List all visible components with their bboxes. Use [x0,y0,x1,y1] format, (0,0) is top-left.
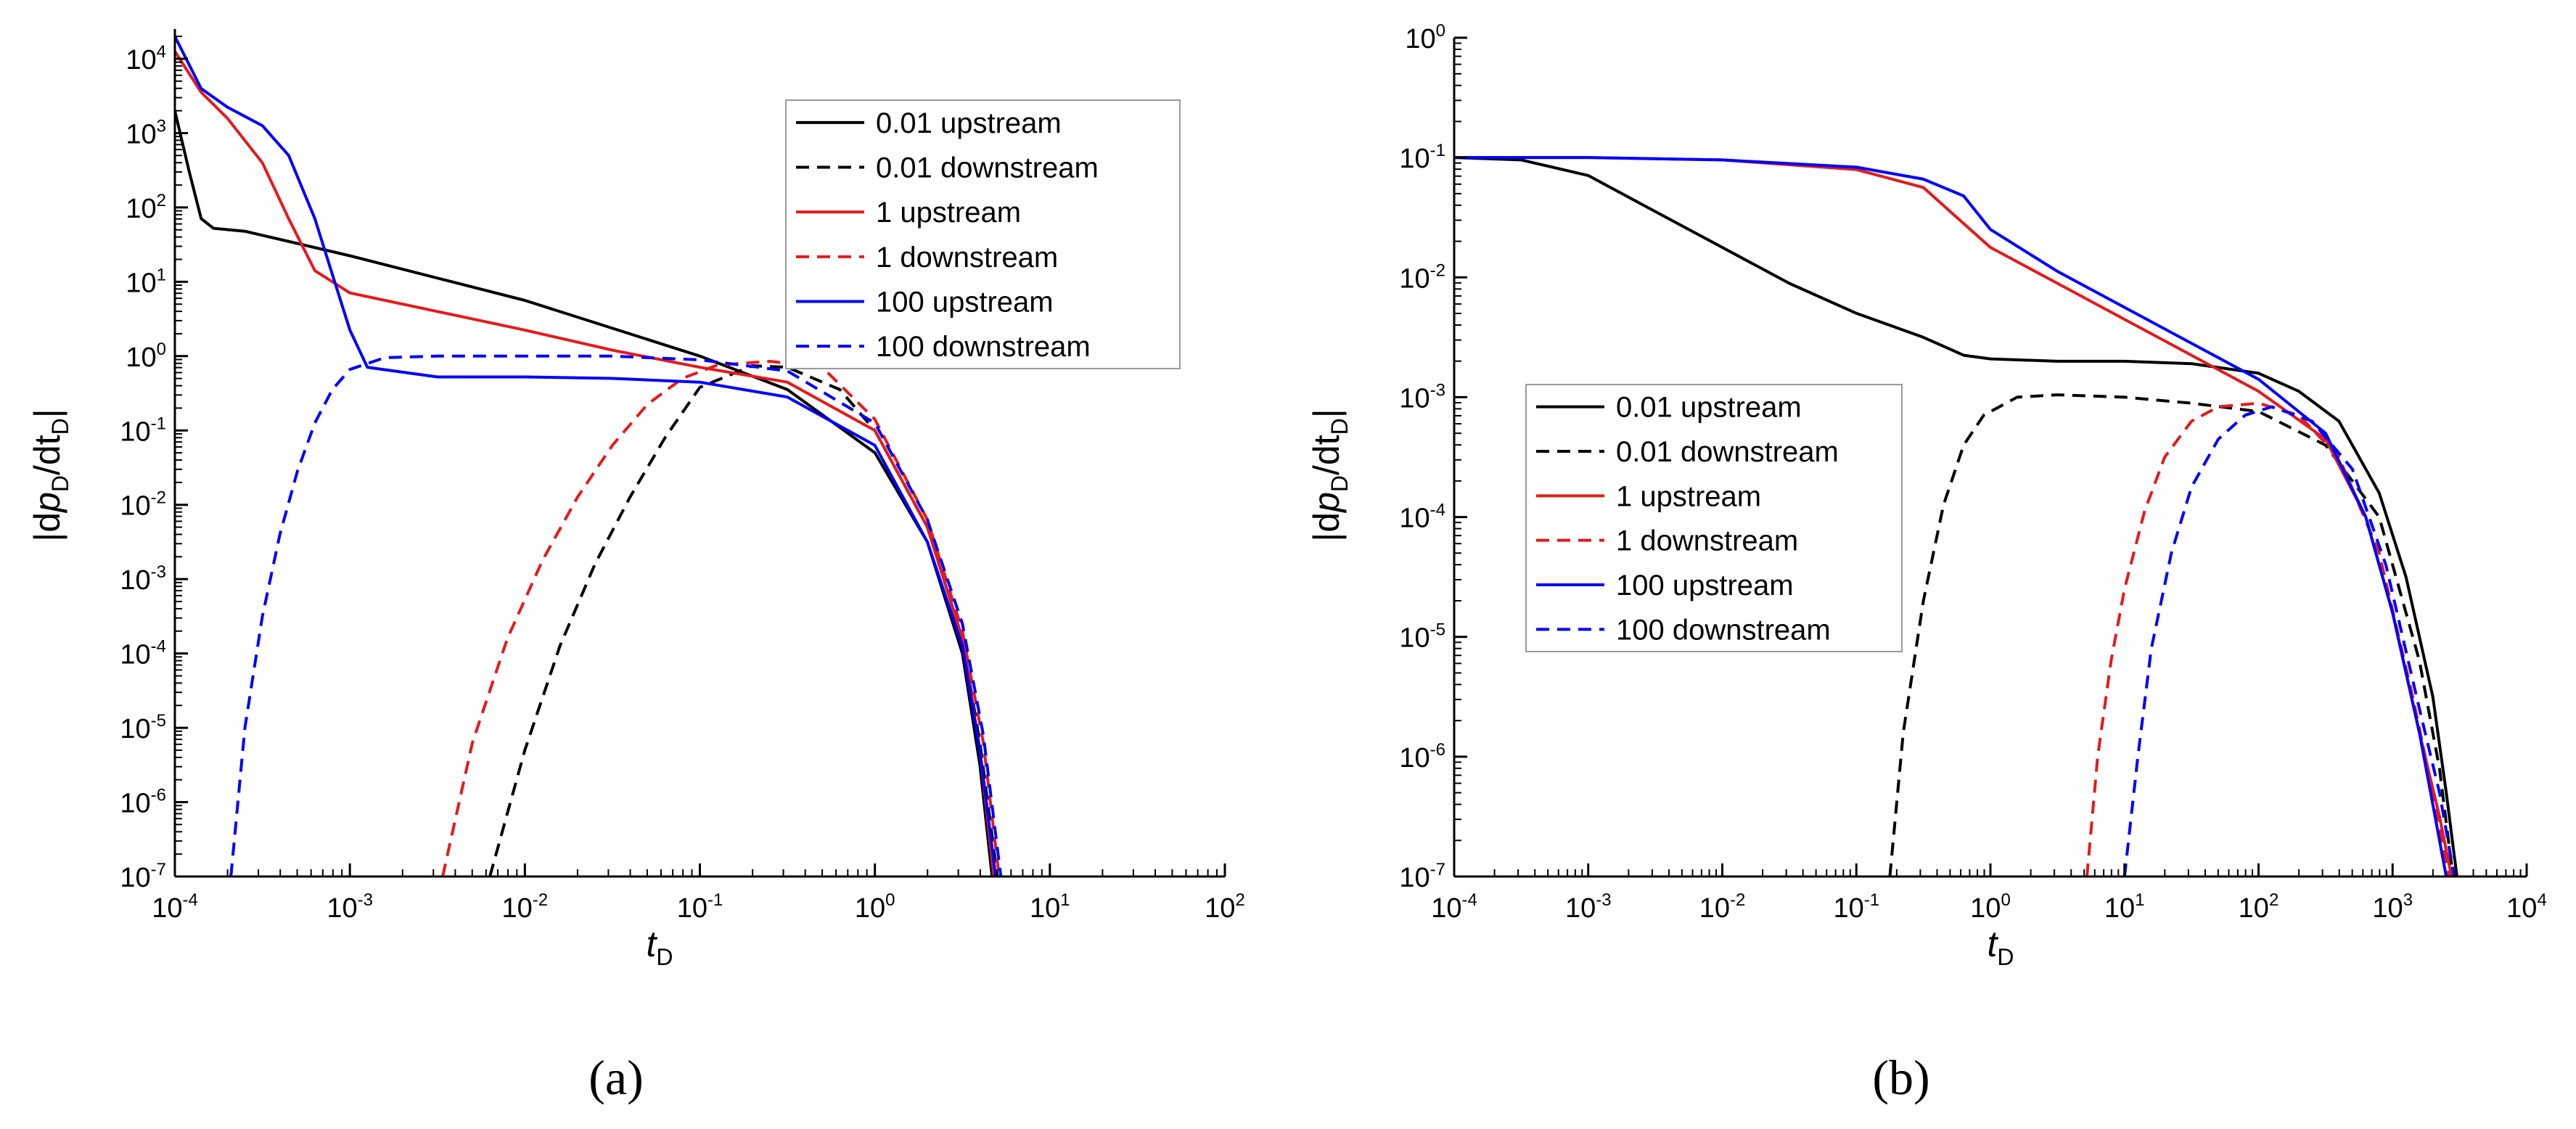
panel-a-x-tick-label: 10-3 [327,890,373,924]
panel-b-y-tick-label: 10-2 [1399,260,1445,294]
panel-a-x-tick-label: 102 [1205,890,1245,924]
panel-b-legend: 0.01 upstream 0.01 downstream 1 upstream 1 … [1525,384,1903,652]
panel-a-legend-box [785,99,1181,369]
panel-a-y-tick-label: 103 [126,116,166,149]
panel-a-series-100-upstream [175,36,998,876]
panel-a-y-tick-label: 10-2 [120,488,166,522]
panel-b-y-tick-label: 10-6 [1399,740,1445,773]
panel-a-label: (a) [588,1050,643,1105]
panel-b-series-100-upstream [1454,156,2448,876]
panel-a-x-tick-label: 101 [1030,890,1070,924]
panel-b-series-0-01-upstream [1454,156,2458,876]
panel-a-x-tick-label: 10-4 [152,890,198,924]
panel-a-y-tick-label: 100 [126,340,166,373]
panel-a-series-0-01-downstream [488,364,999,876]
panel-a-y-tick-label: 10-6 [120,786,166,819]
panel-a-series-100-downstream [229,354,1003,876]
panel-b-x-tick-label: 10-1 [1833,890,1879,924]
panel-a-legend-label: 0.01 upstream [876,107,1062,139]
panel-b-y-tick-label: 10-4 [1399,501,1445,534]
panel-b-x-tick-label: 10-4 [1431,890,1477,924]
panel-a-legend: 0.01 upstream 0.01 downstream 1 upstream 1 … [785,99,1181,369]
panel-a-x-tick-label: 10-1 [677,890,723,924]
panel-b-x-tick-label: 100 [1970,890,2011,924]
panel-b-y-tick-label: 10-7 [1399,860,1445,893]
panel-a-y-tick-label: 10-3 [120,562,166,596]
panel-a-x-axis-title: tD [646,924,673,970]
panel-b-x-tick-label: 10-2 [1699,890,1746,924]
panel-b-legend-label: 100 upstream [1616,570,1794,602]
panel-a-chart: 10-7 10-6 10-5 10-4 10-3 10-2 10-1 100 101 102 103… [27,29,1245,1105]
panel-a-series-1-downstream [441,360,1001,876]
panel-b-x-tick-label: 101 [2104,890,2145,924]
panel-a-x-tick-label: 10-2 [502,890,549,924]
panel-a-y-tick-label: 10-1 [120,414,166,447]
panel-b-y-tick-label: 10-1 [1399,141,1445,174]
panel-a-x-tick-label: 100 [855,890,895,924]
panel-a-y-tick-label: 102 [126,191,166,224]
panel-b-legend-box [1525,384,1903,652]
panel-a-series-0-01-upstream [175,110,994,876]
panel-b-x-tick-label: 102 [2239,890,2279,924]
panel-a-legend-label: 100 downstream [876,331,1091,363]
panel-b-legend-label: 0.01 downstream [1616,436,1839,468]
panel-a-legend-label: 100 upstream [876,287,1054,319]
panel-a-y-tick-label: 104 [126,42,166,75]
panel-b-legend-label: 1 downstream [1616,525,1798,557]
panel-b-x-tick-label: 10-3 [1565,890,1612,924]
panel-a-y-tick-label: 101 [126,265,166,298]
panel-b-x-axis-title: tD [1987,924,2014,970]
panel-b-series-0-01-downstream [1888,393,2455,876]
panel-b-series-100-downstream [2122,405,2456,876]
panel-b-y-axis-title: |dpD/dtD| [1306,409,1353,541]
panel-a-legend-label: 1 downstream [876,242,1058,274]
panel-a-y-axis-title: |dpD/dtD| [27,409,73,541]
panel-a-y-tick-label: 10-5 [120,711,166,744]
panel-b-y-tick-label: 100 [1405,21,1445,54]
panel-b-legend-label: 0.01 upstream [1616,392,1802,424]
panel-b-y-tick-label: 10-5 [1399,620,1445,654]
panel-a-legend-label: 0.01 downstream [876,152,1099,184]
panel-b-legend-label: 100 downstream [1616,614,1831,646]
panel-b-x-tick-label: 104 [2506,890,2547,924]
panel-b-series-1-downstream [2085,401,2450,876]
panel-b-y-tick-label: 10-3 [1399,380,1445,414]
panel-a-legend-label: 1 upstream [876,197,1021,229]
panel-b-legend-label: 1 upstream [1616,480,1761,512]
panel-a-y-tick-label: 10-7 [120,860,166,893]
panel-b-chart: 10-7 10-6 10-5 10-4 10-3 10-2 10-1 100 10-4 10-3… [1306,21,2547,1105]
panel-b-x-tick-label: 103 [2372,890,2413,924]
panel-a-y-tick-label: 10-4 [120,637,166,670]
panel-a-series-1-upstream [175,50,996,876]
panel-b-label: (b) [1872,1050,1929,1105]
